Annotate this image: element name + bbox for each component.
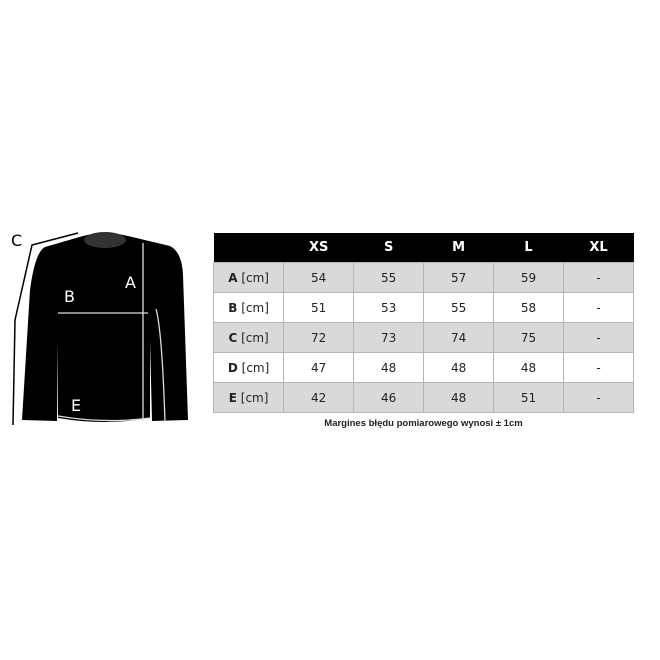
label-d: D: [164, 298, 176, 317]
row-label: E [cm]: [212, 382, 285, 413]
row-label: C [cm]: [212, 322, 285, 353]
table-cell: -: [562, 352, 635, 383]
measurement-note: Margines błędu pomiarowego wynosi ± 1cm: [324, 418, 523, 429]
table-cell: 51: [283, 292, 355, 323]
label-c: C: [11, 231, 22, 250]
table-cell: 51: [493, 382, 564, 413]
table-cell: 73: [353, 322, 425, 353]
table-row: D [cm] 47 48 48 48-: [212, 352, 635, 383]
column-header-m: M: [423, 233, 494, 263]
table-header-row: XS S M L XL: [213, 233, 634, 263]
table-cell: 72: [283, 322, 355, 353]
column-header-l: L: [493, 233, 564, 263]
row-label: D [cm]: [212, 352, 285, 383]
table-row: B [cm] 51 53 55 58-: [212, 292, 635, 323]
table-cell: 47: [283, 352, 355, 383]
label-a: A: [125, 273, 136, 292]
table-row: A [cm] 54 55 57 59-: [212, 262, 635, 293]
sweater-silhouette: [22, 233, 188, 422]
table-cell: 53: [353, 292, 425, 323]
collar: [84, 232, 126, 248]
table-cell: -: [562, 322, 635, 353]
table-cell: 57: [423, 262, 495, 293]
table-cell: -: [562, 382, 635, 413]
label-e: E: [71, 396, 81, 415]
measure-line-d: [155, 308, 166, 423]
table-cell: -: [562, 292, 635, 323]
table-cell: 46: [353, 382, 425, 413]
table-cell: 48: [353, 352, 425, 383]
row-label: B [cm]: [212, 292, 285, 323]
table-cell: 59: [493, 262, 564, 293]
size-table: XS S M L XL A [cm] 54 55 57 59- B [cm] 51 53 55 5…: [212, 233, 635, 413]
table-cell: 42: [283, 382, 355, 413]
table-cell: 55: [423, 292, 495, 323]
label-b: B: [64, 287, 75, 306]
table-row: C [cm] 72 73 74 75-: [212, 322, 635, 353]
table-cell: 55: [353, 262, 425, 293]
column-header-xs: XS: [283, 233, 354, 263]
table-cell: 54: [283, 262, 355, 293]
column-header-xl: XL: [563, 233, 634, 263]
table-cell: -: [562, 262, 635, 293]
row-label: A [cm]: [212, 262, 285, 293]
table-cell: 48: [423, 352, 495, 383]
sweater-diagram: C A B D E: [11, 231, 188, 426]
table-cell: 74: [423, 322, 495, 353]
column-header: [213, 233, 284, 263]
table-cell: 48: [493, 352, 564, 383]
table-cell: 48: [423, 382, 495, 413]
table-cell: 58: [493, 292, 564, 323]
measure-line-e: [57, 415, 151, 422]
table-row: E [cm] 42 46 48 51-: [212, 382, 635, 413]
column-header-s: S: [353, 233, 424, 263]
measure-line-c: [12, 232, 79, 426]
table-cell: 75: [493, 322, 564, 353]
